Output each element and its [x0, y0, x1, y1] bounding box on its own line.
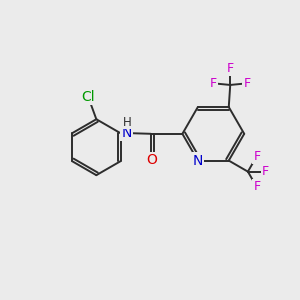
Text: N: N: [193, 154, 203, 168]
Text: F: F: [244, 77, 250, 90]
Text: F: F: [210, 77, 217, 90]
Text: H: H: [123, 116, 131, 128]
Text: O: O: [146, 153, 157, 167]
Text: F: F: [262, 165, 269, 178]
Text: N: N: [121, 126, 132, 140]
Text: F: F: [254, 150, 261, 164]
Text: F: F: [227, 62, 234, 75]
Text: Cl: Cl: [82, 90, 95, 104]
Text: F: F: [254, 180, 261, 193]
